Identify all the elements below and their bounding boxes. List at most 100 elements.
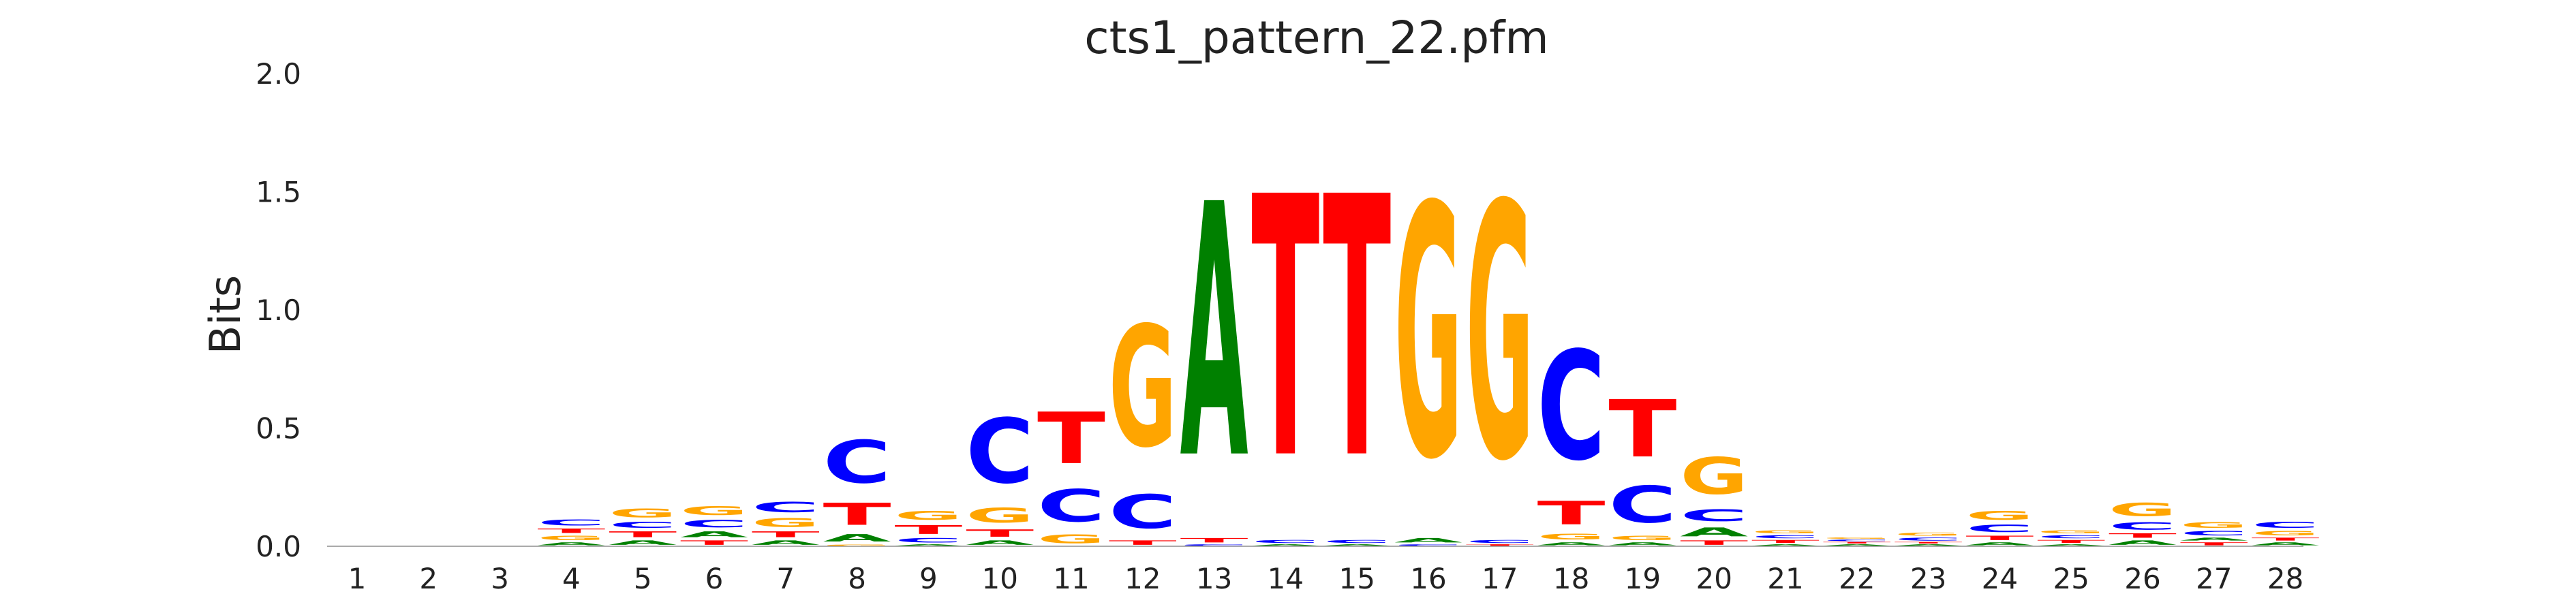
x-tick-label: 23 [1910,562,1946,595]
x-tick-label: 6 [705,562,724,595]
logo-letter-T: T [823,497,891,532]
logo-letter-G: G [1394,133,1462,535]
chart-title: cts1_pattern_22.pfm [1084,12,1548,64]
logo-letter-G: G [1680,447,1748,506]
logo-letter-A: A [680,530,748,539]
logo-letter-A: A [2252,541,2320,546]
logo-letter-C: C [2037,535,2105,539]
x-tick-label: 8 [848,562,866,595]
y-tick-label: 0.5 [256,412,301,445]
logo-letter-A: A [823,532,891,544]
x-tick-label: 18 [1553,562,1589,595]
logo-letter-T: T [1823,541,1891,544]
logo-letter-A: A [1323,544,1391,546]
logo-letter-T: T [1537,494,1606,532]
logo-letter-A: A [2180,537,2248,541]
logo-letter-T: T [1751,539,1820,544]
logo-letter-G: G [1608,535,1676,541]
logo-letter-C: C [1180,544,1248,546]
logo-letter-C: C [823,428,891,496]
logo-letter-A: A [1251,544,1319,546]
logo-letter-A: A [2037,544,2105,546]
logo-letter-G: G [680,504,748,518]
logo-letter-A: A [1965,541,2034,546]
logo-letter-T: T [1323,121,1392,538]
logo-letter-G: G [1965,508,2034,522]
logo-letter-T: T [1180,537,1248,544]
logo-letter-C: C [2180,530,2248,537]
logo-letter-G: G [1751,530,1820,535]
logo-letter-C: C [2109,520,2177,532]
logo-letter-C: C [680,518,748,529]
logo-letter-T: T [2180,541,2248,546]
logo-letter-T: T [2037,539,2105,544]
x-tick-label: 16 [1410,562,1446,595]
y-tick-label: 0.0 [256,530,301,563]
logo-letter-T: T [1680,539,1748,546]
logo-letter-T: T [966,527,1034,539]
logo-letter-G: G [1037,532,1105,546]
logo-letter-G: G [894,508,962,522]
x-tick-label: 7 [776,562,795,595]
logo-letter-T: T [1965,535,2034,541]
logo-letter-C: C [1895,537,1963,541]
x-tick-label: 14 [1268,562,1304,595]
x-tick-label: 9 [919,562,938,595]
x-tick-label: 24 [1982,562,2018,595]
x-tick-label: 17 [1482,562,1518,595]
x-tick-label: 10 [981,562,1017,595]
logo-letter-A: A [1823,544,1891,546]
x-tick-label: 3 [491,562,509,595]
logo-letter-C: C [1323,539,1391,544]
x-tick-label: 22 [1839,562,1875,595]
logo-letter-T: T [680,539,748,546]
logo-letter-C: C [966,400,1034,504]
logo-letter-T: T [1895,541,1963,544]
logo-letter-A: A [1537,541,1606,546]
x-tick-label: 12 [1124,562,1161,595]
logo-letter-C: C [1823,539,1891,541]
x-tick-label: 28 [2267,562,2303,595]
logo-letter-C: C [1109,486,1177,539]
logo-letter-T: T [2109,532,2177,539]
logo-letter-T: T [1466,544,1534,546]
logo-letter-G: G [1537,532,1606,541]
logo-letter-A: A [537,541,605,546]
logo-letter-A: A [1180,131,1249,536]
logo-letter-G: G [823,544,891,546]
y-tick-label: 1.0 [256,294,301,327]
logo-letter-A: A [966,539,1034,546]
x-tick-label: 11 [1053,562,1089,595]
y-axis-label: Bits [200,275,250,354]
logo-letter-A: A [894,544,962,546]
logo-letter-A: A [1394,537,1462,544]
logo-letter-C: C [1965,522,2034,534]
logo-letter-A: A [1608,541,1676,546]
logo-letter-A: A [1680,525,1748,539]
logo-letter-T: T [1251,121,1320,538]
logo-letter-A: A [2109,539,2177,546]
logo-letter-C: C [1466,539,1534,544]
x-tick-label: 4 [562,562,581,595]
logo-letter-G: G [2180,520,2248,530]
logo-letter-G: G [537,535,605,541]
x-tick-label: 2 [419,562,438,595]
logo-letter-T: T [537,527,605,534]
logo-letter-C: C [609,520,677,530]
logo-stacks: AGTCATCGTACGATGCGATCACTGATGCGCTTCGCTAACT… [537,121,2320,546]
logo-letter-T: T [752,530,820,539]
logo-letter-G: G [2037,530,2105,535]
y-tick-label: 1.5 [256,176,301,209]
x-tick-label: 26 [2124,562,2160,595]
logo-letter-G: G [609,506,677,520]
logo-letter-C: C [2252,520,2320,530]
logo-letter-T: T [1608,383,1676,475]
x-tick-label: 13 [1196,562,1232,595]
logo-letter-T: T [1037,397,1105,480]
logo-letter-C: C [752,499,820,516]
logo-letter-T: T [609,530,677,539]
logo-letter-G: G [1823,537,1891,539]
x-tick-label: 20 [1696,562,1732,595]
logo-letter-A: A [752,539,820,546]
